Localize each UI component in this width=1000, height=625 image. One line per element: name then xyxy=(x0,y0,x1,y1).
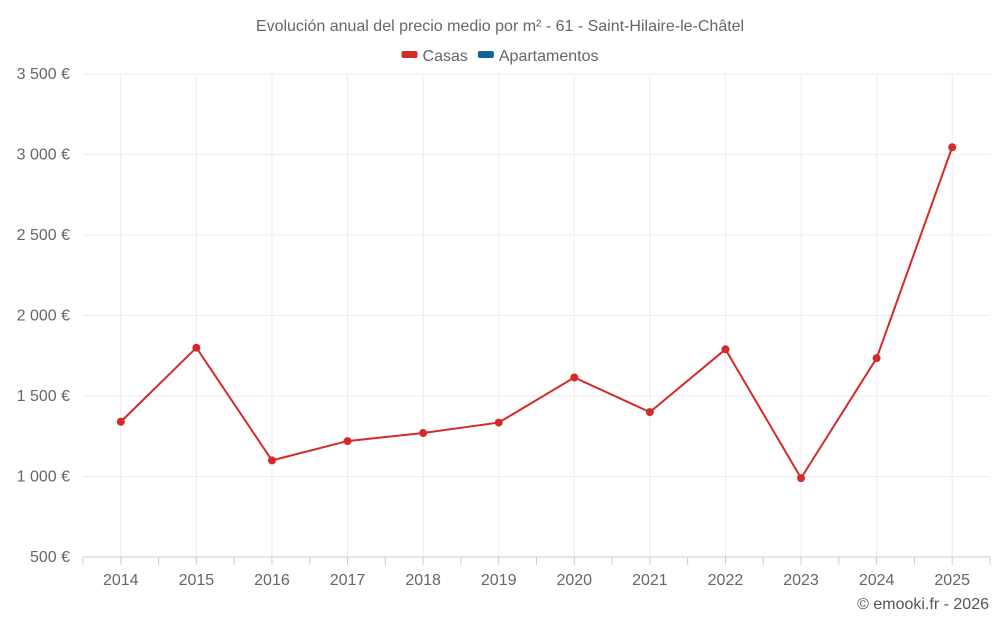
legend-item-1[interactable]: Apartamentos xyxy=(477,48,599,65)
x-tick-label: 2024 xyxy=(859,572,895,589)
data-point[interactable] xyxy=(872,354,881,363)
x-tick-label: 2015 xyxy=(179,572,215,589)
x-tick-label: 2023 xyxy=(783,572,819,589)
data-point[interactable] xyxy=(721,345,730,354)
y-tick-label: 3 500 € xyxy=(17,66,70,83)
x-tick-label: 2016 xyxy=(254,572,290,589)
y-tick-label: 2 500 € xyxy=(17,227,70,244)
data-point[interactable] xyxy=(267,456,276,465)
data-point[interactable] xyxy=(192,343,201,352)
x-tick-label: 2014 xyxy=(103,572,139,589)
series-line-0 xyxy=(120,146,954,480)
y-tick-label: 2 000 € xyxy=(17,308,70,325)
x-tick-label: 2017 xyxy=(330,572,366,589)
legend-label: Casas xyxy=(423,48,468,65)
data-point[interactable] xyxy=(343,437,352,446)
axes: 500 € 1 000 € 1 500 € 2 000 € 2 500 € 3 000 €… xyxy=(17,66,991,589)
legend: Casas Apartamentos xyxy=(401,48,599,65)
data-point[interactable] xyxy=(494,418,503,427)
x-tick-label: 2021 xyxy=(632,572,668,589)
x-tick-label: 2018 xyxy=(405,572,441,589)
data-point[interactable] xyxy=(116,417,125,426)
data-point[interactable] xyxy=(645,408,654,417)
data-point[interactable] xyxy=(419,429,428,438)
y-tick-label: 1 000 € xyxy=(17,469,70,486)
x-tick-label: 2019 xyxy=(481,572,517,589)
y-tick-label: 1 500 € xyxy=(17,388,70,405)
y-tick-label: 3 000 € xyxy=(17,147,70,164)
legend-swatch xyxy=(401,51,418,58)
x-tick-label: 2025 xyxy=(934,572,970,589)
data-point[interactable] xyxy=(797,474,806,483)
legend-label: Apartamentos xyxy=(499,48,599,65)
data-point[interactable] xyxy=(570,373,579,382)
grid xyxy=(83,73,990,557)
legend-item-0[interactable]: Casas xyxy=(401,48,468,65)
y-tick-label: 500 € xyxy=(30,549,70,566)
series-layer xyxy=(116,143,957,483)
chart-title: Evolución anual del precio medio por m² … xyxy=(256,18,744,35)
data-point[interactable] xyxy=(948,143,957,152)
x-tick-label: 2022 xyxy=(708,572,744,589)
chart-credit: © emooki.fr - 2026 xyxy=(857,596,989,613)
legend-swatch xyxy=(477,51,494,58)
x-tick-label: 2020 xyxy=(556,572,592,589)
